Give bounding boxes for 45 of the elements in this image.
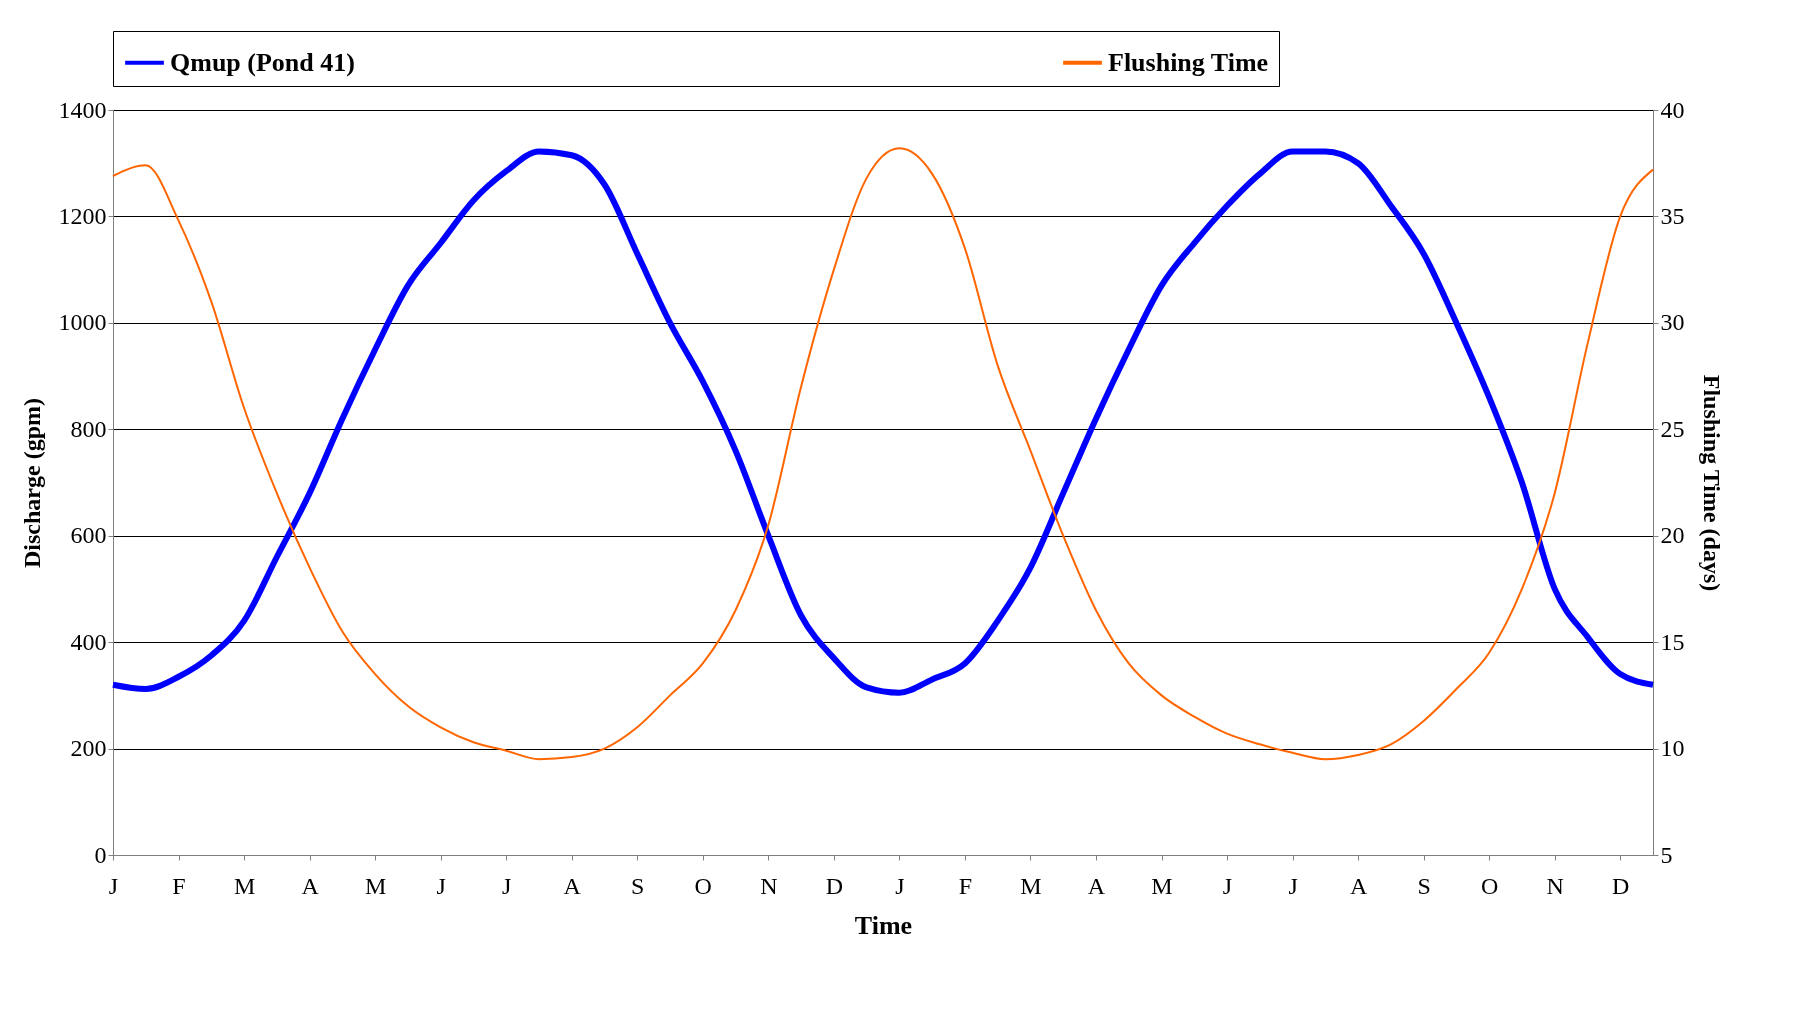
y-tick-label: 1000 — [58, 309, 107, 336]
x-tick-label: D — [1612, 872, 1630, 899]
x-axis-title: Time — [854, 910, 913, 940]
x-tick-label: J — [436, 872, 446, 899]
y2-tick-label: 25 — [1660, 415, 1685, 442]
x-tick-label: A — [1349, 872, 1368, 899]
y-tick-label: 1200 — [58, 202, 107, 229]
x-tick-label: O — [1481, 872, 1499, 899]
legend-label: Qmup (Pond 41) — [170, 47, 355, 77]
y2-tick-label: 10 — [1660, 735, 1685, 762]
y2-tick-label: 30 — [1660, 309, 1685, 336]
y2-tick-label: 35 — [1660, 202, 1685, 229]
x-tick-label: A — [1087, 872, 1106, 899]
x-tick-label: S — [1417, 872, 1431, 899]
y-tick-label: 600 — [70, 522, 107, 549]
y2-tick-label: 5 — [1660, 841, 1673, 868]
x-tick-label: N — [760, 872, 778, 899]
x-tick-label: J — [108, 872, 119, 899]
y-tick-label: 0 — [94, 841, 107, 868]
x-tick-label: M — [233, 872, 256, 899]
x-tick-label: M — [1020, 872, 1042, 899]
x-tick-label: J — [895, 872, 905, 899]
x-tick-label: N — [1546, 872, 1564, 899]
y2-tick-label: 40 — [1660, 96, 1685, 123]
x-tick-label: O — [694, 872, 712, 899]
x-tick-label: A — [563, 872, 582, 899]
x-tick-label: M — [364, 872, 387, 899]
x-tick-label: F — [172, 872, 186, 899]
x-tick-label: J — [1222, 872, 1233, 899]
x-tick-label: S — [631, 872, 645, 899]
x-tick-label: M — [1151, 872, 1173, 899]
x-tick-label: F — [958, 872, 973, 899]
x-tick-label: J — [502, 872, 512, 899]
y2-tick-label: 15 — [1660, 628, 1685, 655]
x-tick-label: D — [825, 872, 844, 899]
y-tick-label: 400 — [70, 628, 107, 655]
y-tick-label: 200 — [70, 735, 107, 762]
x-tick-label: A — [301, 872, 320, 899]
y-axis-title: Discharge (gpm) — [18, 398, 45, 568]
y2-axis-title: Flushing Time (days) — [1698, 374, 1725, 592]
y2-tick-label: 20 — [1660, 522, 1685, 549]
y-tick-label: 800 — [70, 415, 107, 442]
x-tick-label: J — [1288, 872, 1298, 899]
legend-label: Flushing Time — [1108, 47, 1269, 77]
y-tick-label: 1400 — [58, 96, 107, 123]
